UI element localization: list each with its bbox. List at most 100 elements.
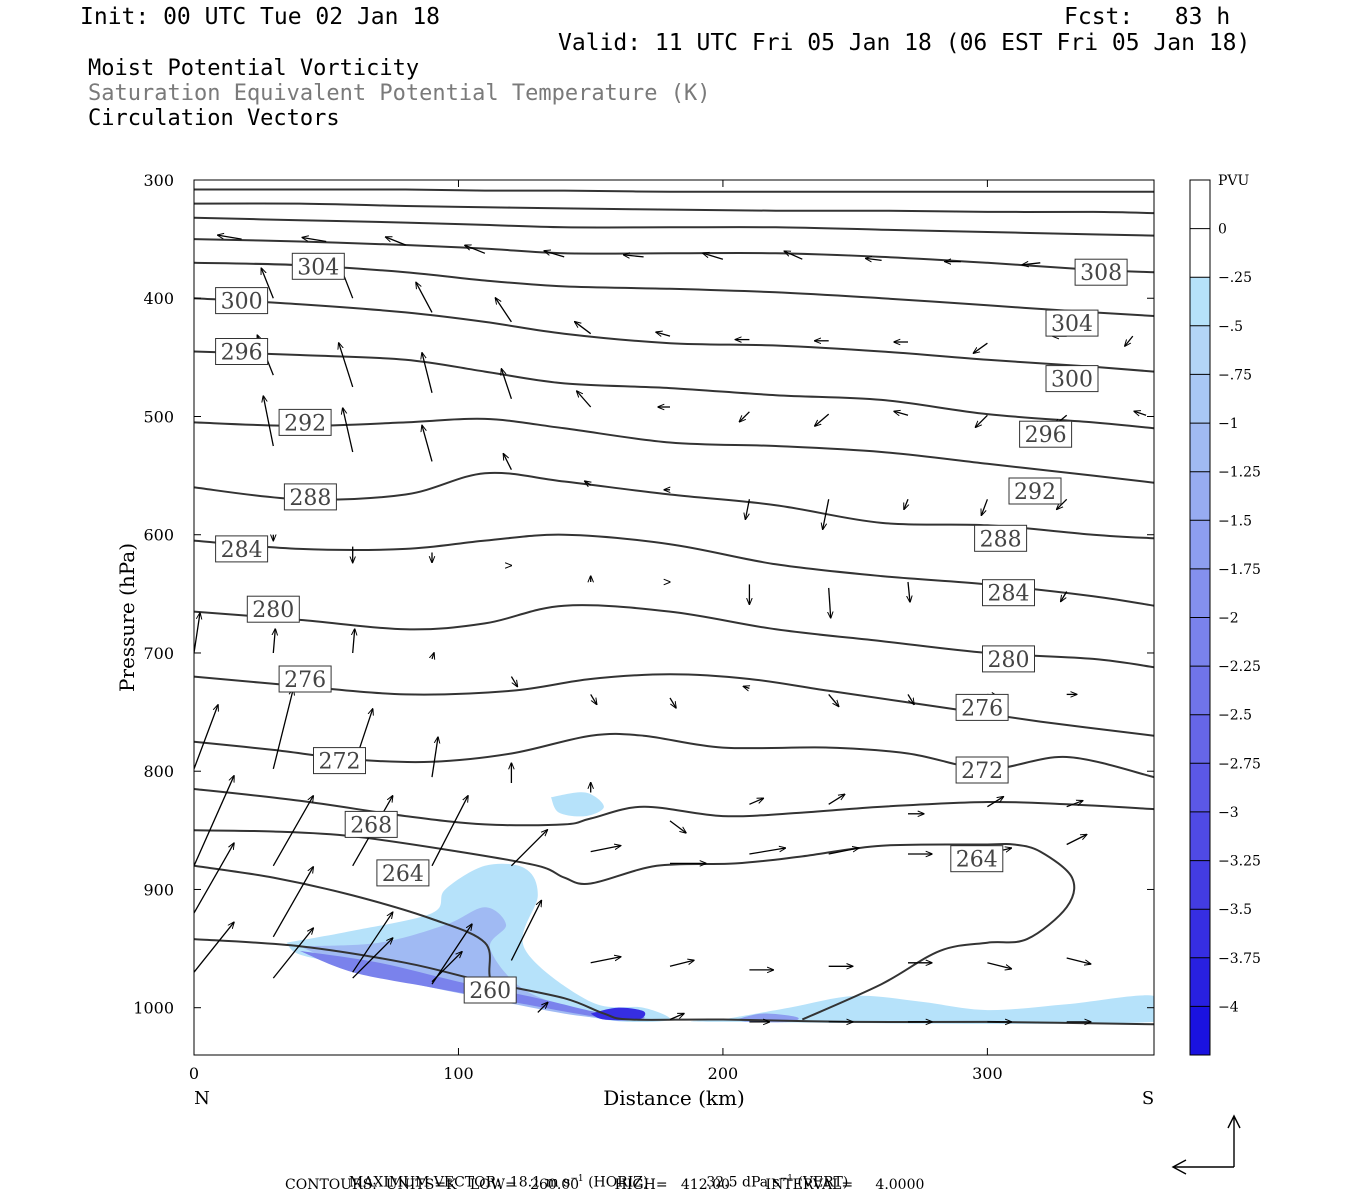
max-vector-label: MAXIMUM VECTOR: [348,1174,501,1191]
contour-label-box [974,524,1028,552]
forecast-hour: Fcst: 83 h [1064,4,1231,30]
circulation-vector [669,820,686,833]
colorbar-swatch [1190,423,1210,473]
pv-region [551,792,604,817]
contour-label: 300 [1051,368,1093,393]
contour-label: 284 [988,582,1030,607]
circulation-vector [590,846,621,853]
circulation-vector [261,268,274,299]
colorbar-label: −2 [1218,611,1239,627]
colorbar-label: −.5 [1218,319,1243,335]
y-tick-label: 500 [143,407,174,426]
max-vector-horiz: 18.1 m s [509,1174,571,1191]
colorbar-swatch [1190,568,1210,618]
contour-label: 300 [221,290,263,315]
contour-label-box [1045,309,1099,337]
contour-label: 264 [956,848,998,873]
contour-label: 268 [350,813,392,838]
y-axis-label: Pressure (hPa) [115,543,139,692]
contour-label-box [278,665,332,693]
colorbar: PVU 0 −.25 −.5 −.75 −1 −1.25 −1.5 −1.75 −2 −2.25 −2… [1189,173,1261,1056]
circulation-vector [302,238,327,243]
colorbar-label: −1 [1218,416,1239,432]
contour-label: 292 [1014,480,1056,505]
circulation-vector [1061,591,1068,602]
colorbar-swatch [1190,617,1210,667]
colorbar-label: −2.25 [1218,659,1261,675]
y-tick-label: 900 [143,880,174,899]
contour-label-box [1019,420,1073,448]
circulation-vector [273,629,275,654]
contour-label-box [215,287,269,315]
colorbar-title: PVU [1218,173,1250,189]
circulation-vector [510,900,541,961]
circulation-vector [510,676,517,687]
colorbar-label: −2.75 [1218,756,1261,772]
theta-contour [194,238,1154,274]
circulation-vector [194,705,218,770]
colorbar-swatch [1190,180,1210,230]
contour-label-box [215,338,269,365]
pv-region [590,1007,646,1021]
circulation-vector [894,411,909,415]
circulation-vector [503,454,512,470]
colorbar-swatch [1190,763,1210,813]
circulation-vector [194,843,234,914]
contour-label: 280 [988,648,1030,673]
pv-shading-layer [286,792,1154,1024]
circulation-vector [590,957,621,964]
contour-label-box [376,859,430,887]
circulation-vector [422,425,433,462]
circulation-vector [575,322,592,335]
colorbar-swatch [1190,471,1210,521]
contour-label-box [982,645,1035,673]
contour-label: 304 [1051,312,1093,337]
contour-label-box [1074,258,1128,286]
contour-label-box [291,252,345,280]
contour-label: 272 [961,759,1003,784]
colorbar-swatch [1190,520,1210,570]
circulation-vector [431,924,472,985]
x-tick-label: 300 [972,1064,1003,1083]
colorbar-label: −1.75 [1218,562,1261,578]
theta-contour [194,829,1076,1021]
colorbar-swatch [1190,714,1210,764]
contour-label-box [283,483,337,511]
colorbar-swatch [1190,957,1210,1007]
circulation-vector [432,653,434,659]
axes-layer: 300 400 500 600 700 800 900 1000 0 100 200 300 N S Dis… [115,171,1154,1110]
circulation-vector [495,298,512,323]
reference-vector-icon [1171,1114,1241,1175]
max-vector-vert-unit: (VERT) [797,1174,849,1191]
colorbar-label: −.75 [1218,367,1252,383]
theta-contour [194,216,1154,237]
colorbar-swatch [1190,860,1210,910]
theta-contour [194,202,1154,215]
circulation-vector [828,794,845,805]
circulation-vector [577,391,592,408]
circulation-vector [828,693,839,706]
circulation-vector [784,251,803,260]
circulation-vector [386,237,406,246]
contour-label-box [313,747,366,775]
contour-label-box [955,693,1009,721]
circulation-vectors-layer [194,235,1147,1022]
colorbar-swatch [1190,909,1210,959]
contour-label-box [215,535,269,563]
circulation-vector [353,629,355,654]
contour-label: 292 [284,411,326,436]
contour-label-box [463,976,517,1004]
colorbar-swatch [1190,374,1210,424]
circulation-vector [194,776,234,867]
y-tick-label: 1000 [133,999,174,1018]
circulation-vector [431,737,438,778]
field-title-mpv: Moist Potential Vorticity [88,56,420,81]
colorbar-label: −3.25 [1218,854,1261,870]
circulation-vector [544,251,565,258]
circulation-vector [829,587,831,618]
pv-region [299,907,618,1020]
contour-label-box [278,408,332,436]
y-tick-label: 300 [143,171,174,190]
x-tick-label: 100 [443,1064,474,1083]
colorbar-label: −3.5 [1218,902,1252,918]
